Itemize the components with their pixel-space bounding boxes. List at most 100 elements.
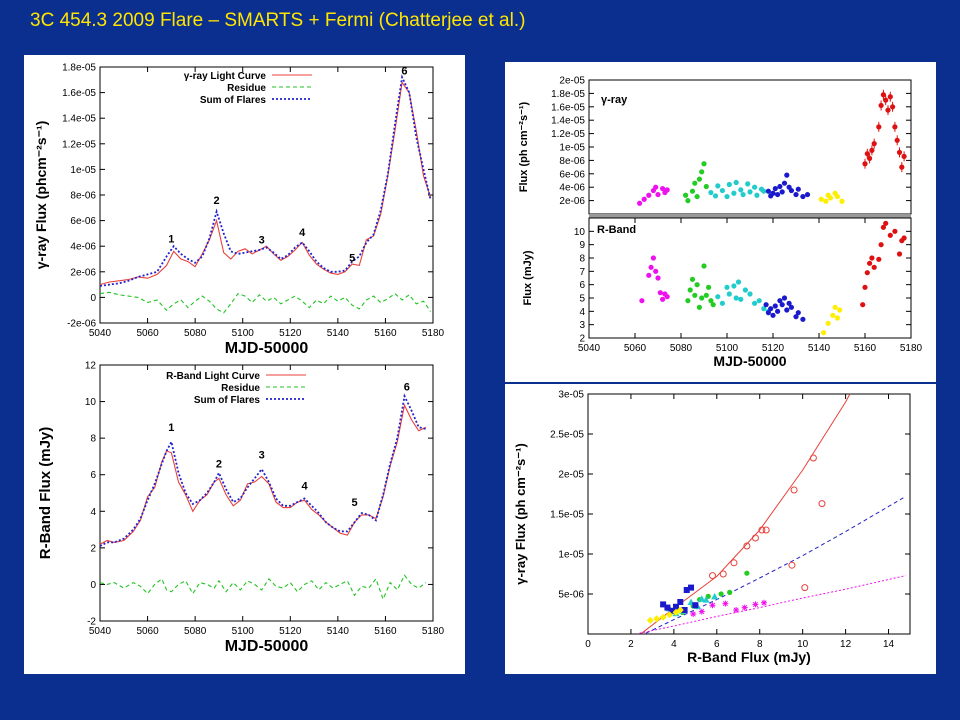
rband-light-curve-flare-label: 6 — [404, 382, 410, 394]
gamma-multi-color-data-point — [885, 107, 891, 113]
rband-multi-color-data-point — [777, 298, 783, 304]
gamma-multi-color-data-point — [793, 191, 799, 198]
gamma-multi-color-data-point — [745, 181, 751, 187]
gamma-multi-color-data-point — [788, 187, 794, 194]
gamma-vs-rband-data-point — [698, 595, 706, 602]
gamma-vs-rband-data-point — [702, 596, 710, 603]
rband-multi-color-data-point — [696, 304, 702, 310]
gamma-multi-color-data-point — [712, 193, 719, 199]
gamma-light-curve-flare-label: 3 — [259, 235, 265, 247]
rband-multi-color-data-point — [880, 224, 886, 230]
rband-light-curve-flare-label: 1 — [168, 422, 174, 434]
gamma-light-curve-ytick-label: 8e-06 — [70, 191, 96, 202]
gamma-multi-color-data-point — [740, 191, 746, 198]
gamma-vs-rband-xtick-label: 14 — [883, 639, 895, 650]
rband-multi-color-data-point — [892, 228, 898, 234]
rband-multi-color-xtick-label: 5140 — [808, 343, 831, 354]
gamma-vs-rband-ytick-label: 3e-05 — [558, 390, 584, 401]
gamma-vs-rband-data-point — [711, 592, 719, 600]
rband-light-curve-plot-frame — [99, 364, 434, 622]
gamma-multi-color-y-axis-label: Flux (ph cm⁻²s⁻¹) — [518, 101, 530, 192]
gamma-light-curve-ytick-label: 1.2e-05 — [62, 139, 96, 150]
gamma-multi-color-data-point — [761, 188, 767, 194]
rband-multi-color-y-axis-label: Flux (mJy) — [522, 250, 534, 305]
gamma-vs-rband-data-point — [673, 603, 680, 610]
gamma-vs-rband-fit-curve — [641, 394, 851, 634]
gamma-light-curve-ytick-label: 1.4e-05 — [62, 114, 96, 125]
gamma-light-curve-series-residue — [99, 291, 432, 314]
rband-multi-color-data-point — [650, 255, 656, 261]
gamma-multi-color-ytick-label: 4e-06 — [559, 183, 585, 194]
rband-multi-color-data-point — [834, 315, 840, 321]
gamma-vs-rband-data-point — [788, 561, 796, 569]
rband-multi-color-data-point — [878, 242, 884, 248]
rband-multi-color-data-point — [793, 314, 799, 320]
rband-multi-color-data-point — [708, 298, 714, 304]
rband-multi-color-data-point — [719, 300, 725, 306]
gamma-vs-rband-data-point — [758, 526, 766, 534]
gamma-vs-rband-x-axis-label: R-Band Flux (mJy) — [687, 649, 811, 665]
rband-multi-color-plot-frame — [588, 217, 912, 339]
rband-light-curve-ytick-label: 10 — [85, 397, 97, 408]
gamma-multi-color-data-point — [869, 147, 875, 153]
rband-multi-color-data-point — [876, 256, 882, 262]
rband-light-curve-xtick-label: 5080 — [184, 626, 207, 637]
rband-multi-color-xtick-label: 5060 — [624, 343, 647, 354]
rband-multi-color-data-point — [786, 300, 792, 306]
gamma-multi-color-data-point — [689, 188, 696, 194]
rband-multi-color-ytick-label: 3 — [579, 320, 585, 331]
rband-multi-color-data-point — [653, 268, 659, 274]
rband-multi-color-data-point — [832, 304, 838, 310]
rband-multi-color-data-point — [901, 235, 907, 241]
gamma-vs-rband-ytick-label: 2.5e-05 — [550, 430, 584, 441]
gamma-multi-color-data-point — [772, 185, 778, 192]
rband-multi-color-data-point — [724, 284, 730, 290]
rband-light-curve-flare-label: 2 — [216, 458, 222, 470]
rband-light-curve-flare-label: 4 — [301, 480, 308, 492]
gamma-vs-rband-data-point — [761, 599, 768, 606]
gamma-multi-color-data-point — [876, 124, 882, 130]
gamma-multi-color-ytick-label: 8e-06 — [559, 156, 585, 167]
gamma-vs-rband-ytick-label: 2e-05 — [558, 470, 584, 481]
gamma-multi-color-data-point — [731, 190, 737, 196]
rband-multi-color-data-point — [689, 276, 696, 282]
gamma-light-curve-ytick-label: 1e-05 — [70, 165, 96, 176]
rband-multi-color-data-point — [800, 316, 806, 322]
gamma-vs-rband-data-point — [719, 570, 727, 578]
rband-light-curve-xtick-label: 5060 — [136, 626, 159, 637]
gamma-light-curve-xtick-label: 5160 — [374, 328, 397, 339]
rband-multi-color-ytick-label: 5 — [579, 294, 585, 305]
gamma-multi-color-data-point — [901, 153, 907, 159]
gamma-multi-color-data-point — [752, 184, 758, 190]
gamma-vs-rband-fit-curve — [645, 495, 906, 634]
gamma-multi-color-data-point — [804, 191, 811, 198]
right-bottom-figure-panel: 5e-06 1e-05 1.5e-05 2e-05 2.5e-05 3e-05 0 2 4 6 8 1… — [505, 384, 936, 674]
gamma-light-curve-ytick-label: 0 — [90, 293, 96, 304]
rband-multi-color-data-point — [883, 220, 889, 226]
rband-light-curve-flare-label: 3 — [259, 449, 265, 461]
rband-multi-color-data-point — [821, 330, 827, 336]
gamma-multi-color-ytick-label: 1.6e-05 — [551, 102, 585, 113]
rband-multi-color-data-point — [795, 310, 801, 316]
gamma-multi-color-data-point — [887, 94, 893, 100]
gamma-vs-rband-data-point — [730, 559, 738, 567]
gamma-vs-rband-data-point — [801, 584, 809, 592]
gamma-vs-rband-xtick-label: 2 — [628, 639, 634, 650]
rband-multi-color-data-point — [775, 308, 781, 314]
rband-multi-color-data-point — [768, 306, 774, 312]
rband-light-curve-series-sum-of-flares — [99, 393, 427, 547]
multicolor-light-curves-figure: 2e-06 4e-06 6e-06 8e-06 1e-05 1.2e-05 1.4e-05 1… — [518, 76, 923, 370]
gamma-light-curve-xtick-label: 5040 — [89, 328, 112, 339]
gamma-light-curve-xtick-label: 5120 — [279, 328, 302, 339]
gamma-vs-rband-data-point — [668, 607, 675, 614]
gamma-multi-color-data-point — [894, 137, 900, 143]
gamma-light-curve-flare-label: 2 — [213, 195, 219, 207]
gamma-light-curve-ytick-label: 1.6e-05 — [62, 88, 96, 99]
gamma-multi-color-data-point — [637, 200, 643, 206]
rband-multi-color-data-point — [655, 275, 661, 281]
left-figure-panel: -2e-06 0 2e-06 4e-06 6e-06 8e-06 1e-05 1.2e-05 1… — [24, 55, 465, 674]
gamma-multi-color-data-point — [867, 155, 873, 161]
gamma-vs-rband-data-point — [751, 534, 759, 542]
gamma-vs-rband-data-point — [790, 486, 798, 494]
gamma-multi-color-data-point — [715, 183, 721, 189]
